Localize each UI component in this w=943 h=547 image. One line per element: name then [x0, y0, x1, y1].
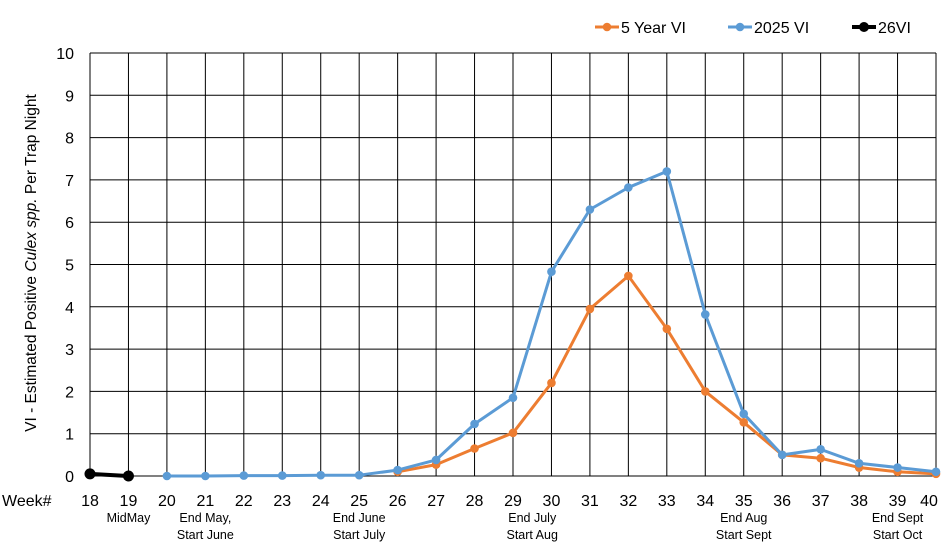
data-point	[431, 455, 441, 465]
legend-swatch-marker	[602, 22, 612, 32]
y-tick-label: 7	[65, 173, 74, 190]
y-axis-label: VI - Estimated Positive Culex spp. Per T…	[23, 93, 40, 431]
data-point	[393, 465, 402, 475]
legend: 5 Year VI 2025 VI 26VI	[595, 20, 911, 37]
x-tick-label: 24	[312, 493, 330, 510]
y-tick-label: 1	[65, 427, 74, 444]
month-annotation-label: End July	[508, 511, 557, 525]
x-tick-label: 18	[81, 493, 99, 510]
x-tick-label: 28	[466, 493, 484, 510]
data-point	[585, 205, 595, 214]
y-tick-label: 3	[65, 342, 74, 359]
x-tick-label: 21	[196, 493, 214, 510]
data-point	[239, 471, 249, 480]
y-tick-label: 9	[65, 88, 74, 105]
x-tick-label: 40	[920, 493, 938, 510]
y-axis-label-suffix: Per Trap Night	[23, 93, 40, 198]
month-annotation-label: End June	[333, 511, 386, 525]
month-annotation-label: Start Oct	[873, 528, 923, 542]
data-point	[84, 468, 96, 480]
data-point	[470, 444, 479, 453]
data-point	[739, 409, 749, 419]
month-annotation-label: End Sept	[872, 511, 924, 525]
data-point	[739, 417, 749, 427]
data-point	[122, 470, 134, 482]
legend-label: 26VI	[878, 20, 911, 37]
y-tick-label: 0	[65, 469, 74, 486]
month-annotation-label: End May,	[179, 511, 231, 525]
week-prefix-label: Week#	[2, 493, 52, 510]
series-group	[84, 167, 941, 482]
x-tick-label: 36	[773, 493, 791, 510]
data-point	[662, 167, 672, 176]
month-annotation-label: Start July	[333, 528, 386, 542]
data-point	[931, 467, 941, 477]
data-point	[508, 393, 518, 403]
data-point	[700, 310, 710, 319]
data-point	[201, 471, 210, 481]
data-point	[585, 304, 595, 314]
x-tick-label: 35	[735, 493, 753, 510]
x-tick-label: 22	[235, 493, 253, 510]
y-axis-label-italic: Culex spp.	[23, 198, 40, 271]
data-point	[624, 183, 633, 192]
data-point	[893, 463, 902, 472]
y-tick-label: 2	[65, 384, 74, 401]
month-annotations: MidMay End May, Start June End June Start Ju…	[107, 511, 924, 542]
y-tick-label: 4	[65, 300, 74, 317]
data-point	[700, 387, 710, 396]
data-point	[816, 445, 825, 454]
data-point	[470, 419, 479, 429]
x-tick-label: 39	[889, 493, 907, 510]
x-tick-label: 26	[389, 493, 407, 510]
data-point	[854, 459, 864, 468]
data-point	[547, 378, 556, 388]
data-point	[662, 324, 672, 334]
x-tick-label: 34	[696, 493, 714, 510]
y-tick-label: 8	[65, 131, 74, 148]
x-tick-label: 30	[543, 493, 561, 510]
series-line	[89, 471, 129, 478]
month-annotation-label: Start Sept	[716, 528, 772, 542]
legend-label: 5 Year VI	[621, 20, 686, 37]
x-tick-label: 31	[581, 493, 599, 510]
x-tick-label: 27	[427, 493, 445, 510]
y-tick-label: 10	[56, 46, 74, 63]
data-point	[624, 271, 633, 281]
data-point	[277, 471, 287, 480]
x-tick-label: 19	[120, 493, 138, 510]
x-tick-label: 32	[619, 493, 637, 510]
month-annotation-label: MidMay	[107, 511, 152, 525]
x-tick-label: 20	[158, 493, 176, 510]
data-point	[508, 428, 518, 438]
x-tick-label: 37	[812, 493, 830, 510]
y-axis-label-prefix: VI - Estimated Positive	[23, 272, 40, 432]
month-annotation-label: Start June	[177, 528, 234, 542]
x-tick-label: 25	[350, 493, 368, 510]
legend-swatch-marker	[735, 22, 745, 32]
x-tick-label: 38	[850, 493, 868, 510]
x-tick-labels: 18 19 20 21 22 23 24 25 26 27 28 29 30 31 32 33 34 35 36 37…	[81, 493, 938, 510]
month-annotation-label: Start Aug	[507, 528, 558, 542]
data-point	[547, 267, 556, 276]
legend-swatch-marker	[859, 22, 869, 32]
x-tick-label: 33	[658, 493, 676, 510]
data-point	[777, 450, 787, 460]
y-tick-label: 6	[65, 215, 74, 232]
data-point	[162, 471, 172, 481]
x-tick-label: 23	[273, 493, 291, 510]
data-point	[816, 453, 825, 463]
data-point	[354, 470, 364, 480]
gridlines	[89, 52, 937, 477]
y-tick-label: 5	[65, 258, 74, 275]
data-point	[316, 470, 326, 480]
x-tick-label: 29	[504, 493, 522, 510]
legend-label: 2025 VI	[754, 20, 809, 37]
month-annotation-label: End Aug	[720, 511, 767, 525]
y-tick-labels: 0 1 2 3 4 5 6 7 8 9 10	[56, 46, 74, 486]
